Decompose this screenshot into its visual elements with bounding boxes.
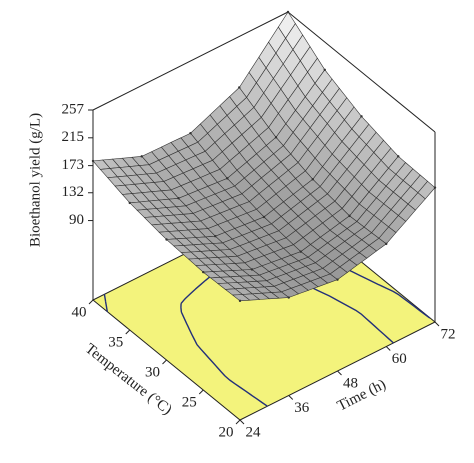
surface-cell bbox=[231, 294, 251, 302]
y-tick bbox=[198, 389, 204, 395]
surface-point bbox=[165, 238, 168, 241]
x-tick-label: 72 bbox=[441, 326, 456, 342]
surface-point bbox=[128, 201, 131, 205]
surface-point bbox=[323, 68, 326, 72]
x-tick bbox=[239, 419, 245, 425]
x-tick bbox=[337, 370, 342, 376]
surface-point bbox=[189, 131, 192, 135]
surface-point bbox=[238, 299, 242, 303]
surface-point bbox=[140, 155, 143, 158]
z-tick-label: 215 bbox=[62, 129, 85, 145]
y-tick-label: 35 bbox=[108, 334, 123, 350]
x-tick-label: 48 bbox=[343, 375, 358, 391]
surface-point bbox=[226, 177, 229, 180]
x-tick-label: 36 bbox=[294, 400, 310, 416]
surface-point bbox=[250, 268, 254, 271]
x-tick-label: 24 bbox=[246, 424, 262, 440]
surface-point bbox=[214, 234, 217, 238]
surface-point bbox=[385, 242, 388, 246]
surface-point bbox=[360, 115, 363, 118]
surface-point bbox=[274, 136, 278, 139]
surface-point bbox=[397, 155, 400, 158]
y-tick-label: 40 bbox=[72, 304, 87, 320]
surface-point bbox=[287, 296, 290, 299]
surface-point bbox=[348, 214, 351, 218]
y-tick-label: 30 bbox=[145, 364, 160, 380]
surface-point bbox=[202, 270, 205, 274]
y-tick bbox=[162, 359, 167, 365]
surface-point bbox=[433, 186, 437, 189]
y-tick-label: 25 bbox=[182, 394, 197, 410]
surface-point bbox=[238, 86, 241, 89]
x-tick bbox=[434, 321, 440, 327]
z-tick-label: 90 bbox=[69, 212, 84, 228]
z-axis-label: Bioethanol yield (g/L) bbox=[27, 113, 43, 247]
y-tick bbox=[125, 329, 131, 335]
surface-point bbox=[262, 215, 266, 219]
y-tick bbox=[235, 419, 241, 425]
surface-point bbox=[91, 159, 95, 163]
z-tick-label: 132 bbox=[62, 184, 85, 200]
y-tick bbox=[88, 299, 94, 305]
box-edge bbox=[287, 11, 436, 133]
y-tick-label: 20 bbox=[219, 424, 234, 440]
surface-point bbox=[177, 197, 180, 200]
surface-point bbox=[336, 278, 339, 281]
surface-point bbox=[286, 10, 290, 14]
surface-point bbox=[299, 250, 302, 253]
z-tick-label: 257 bbox=[62, 101, 85, 117]
box-edge bbox=[92, 11, 289, 111]
z-tick-label: 173 bbox=[62, 157, 85, 173]
x-tick bbox=[288, 395, 294, 400]
x-tick-label: 60 bbox=[392, 351, 407, 367]
x-tick bbox=[385, 346, 391, 351]
surface-point bbox=[311, 178, 314, 181]
